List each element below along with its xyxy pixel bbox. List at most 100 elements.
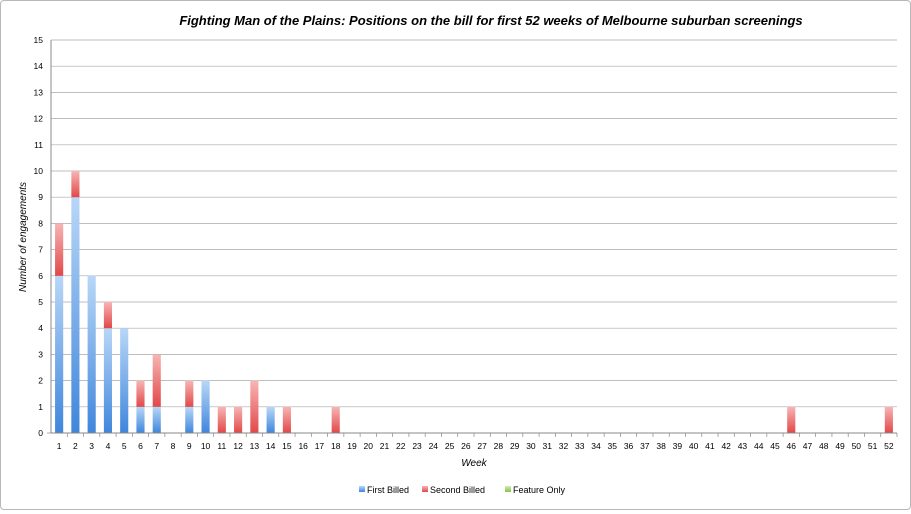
y-tick-label: 1: [38, 402, 43, 412]
y-tick-label: 10: [34, 166, 44, 176]
x-tick-label: 46: [787, 441, 797, 451]
y-tick-label: 2: [38, 376, 43, 386]
x-tick-label: 2: [73, 441, 78, 451]
x-axis-label: Week: [461, 458, 487, 469]
x-tick-label: 50: [852, 441, 862, 451]
legend-label: Second Billed: [430, 485, 485, 495]
y-tick-label: 6: [38, 271, 43, 281]
bar-second-billed: [884, 406, 893, 433]
x-tick-label: 41: [705, 441, 715, 451]
bar-first-billed: [201, 380, 210, 433]
x-tick-label: 31: [542, 441, 552, 451]
x-tick-label: 14: [266, 441, 276, 451]
bars: [55, 171, 893, 433]
x-tick-label: 17: [315, 441, 325, 451]
y-tick-label: 3: [38, 349, 43, 359]
bar-second-billed: [136, 380, 145, 407]
y-tick-label: 4: [38, 323, 43, 333]
x-tick-label: 44: [754, 441, 764, 451]
x-tick-label: 22: [396, 441, 406, 451]
bar-second-billed: [55, 223, 64, 276]
y-tick-label: 12: [34, 114, 44, 124]
x-tick-label: 33: [575, 441, 585, 451]
x-tick-label: 9: [187, 441, 192, 451]
x-tick-label: 30: [526, 441, 536, 451]
x-tick-label: 36: [624, 441, 634, 451]
x-tick-label: 48: [819, 441, 829, 451]
y-tick-label: 8: [38, 218, 43, 228]
bar-first-billed: [185, 406, 194, 433]
x-tick-label: 28: [494, 441, 504, 451]
x-tick-label: 7: [154, 441, 159, 451]
x-tick-label: 27: [477, 441, 487, 451]
x-tick-label: 49: [835, 441, 845, 451]
x-tick-label: 1: [57, 441, 62, 451]
y-tick-label: 15: [34, 35, 44, 45]
bar-second-billed: [234, 406, 243, 433]
bar-second-billed: [282, 406, 291, 433]
x-tick-label: 11: [217, 441, 226, 451]
bar-second-billed: [103, 302, 113, 329]
bar-first-billed: [71, 197, 80, 433]
y-tick-label: 9: [38, 192, 43, 202]
legend-swatch: [359, 486, 365, 492]
y-tick-label: 11: [34, 140, 43, 150]
x-tick-label: 12: [233, 441, 243, 451]
bar-second-billed: [185, 380, 194, 407]
x-tick-label: 52: [884, 441, 894, 451]
x-tick-label: 23: [412, 441, 422, 451]
x-tick-label: 45: [770, 441, 780, 451]
bar-first-billed: [266, 406, 275, 433]
y-tick-label: 5: [38, 297, 43, 307]
bar-second-billed: [217, 406, 226, 433]
y-tick-label: 14: [34, 61, 44, 71]
x-tick-label: 38: [656, 441, 666, 451]
bar-first-billed: [152, 406, 161, 433]
gridlines: [51, 39, 897, 408]
x-tick-label: 37: [640, 441, 650, 451]
legend-swatch: [422, 486, 428, 492]
x-tick-label: 51: [868, 441, 878, 451]
y-axis-label: Number of engagements: [18, 182, 29, 292]
x-tick-label: 42: [721, 441, 731, 451]
x-tick-label: 8: [171, 441, 176, 451]
y-tick-label: 13: [34, 87, 44, 97]
bar-first-billed: [55, 275, 64, 433]
x-tick-label: 25: [445, 441, 455, 451]
x-tick-label: 24: [429, 441, 439, 451]
x-tick-label: 40: [689, 441, 699, 451]
x-tick-label: 34: [591, 441, 601, 451]
bar-first-billed: [87, 275, 96, 433]
x-tick-label: 35: [608, 441, 618, 451]
y-tick-label: 7: [38, 245, 43, 255]
chart-title: Fighting Man of the Plains: Positions on…: [179, 13, 802, 28]
x-tick-label: 10: [201, 441, 211, 451]
x-tick-label: 20: [364, 441, 374, 451]
legend-label: First Billed: [367, 485, 409, 495]
bar-first-billed: [103, 328, 113, 433]
x-tick-label: 18: [331, 441, 341, 451]
x-tick-label: 39: [673, 441, 683, 451]
x-tick-label: 21: [380, 441, 390, 451]
x-tick-label: 6: [138, 441, 143, 451]
bar-first-billed: [120, 328, 129, 433]
x-axis-ticks: 1 2 3 4 5 6 7 8 9 10 11 12 13 14 15 16 17 18 19 20 21 22 23 24 2…: [57, 433, 898, 451]
x-tick-label: 19: [347, 441, 357, 451]
x-tick-label: 43: [738, 441, 748, 451]
bar-second-billed: [152, 354, 161, 407]
x-tick-label: 3: [89, 441, 94, 451]
bar-second-billed: [250, 380, 259, 433]
x-tick-label: 16: [298, 441, 308, 451]
legend: First Billed Second Billed Feature Only: [359, 485, 566, 495]
x-tick-label: 5: [122, 441, 127, 451]
y-tick-label: 0: [38, 428, 43, 438]
x-tick-label: 29: [510, 441, 520, 451]
legend-label: Feature Only: [513, 485, 566, 495]
legend-swatch: [505, 486, 511, 492]
bar-second-billed: [331, 406, 340, 433]
x-tick-label: 32: [559, 441, 569, 451]
bar-second-billed: [787, 406, 796, 433]
